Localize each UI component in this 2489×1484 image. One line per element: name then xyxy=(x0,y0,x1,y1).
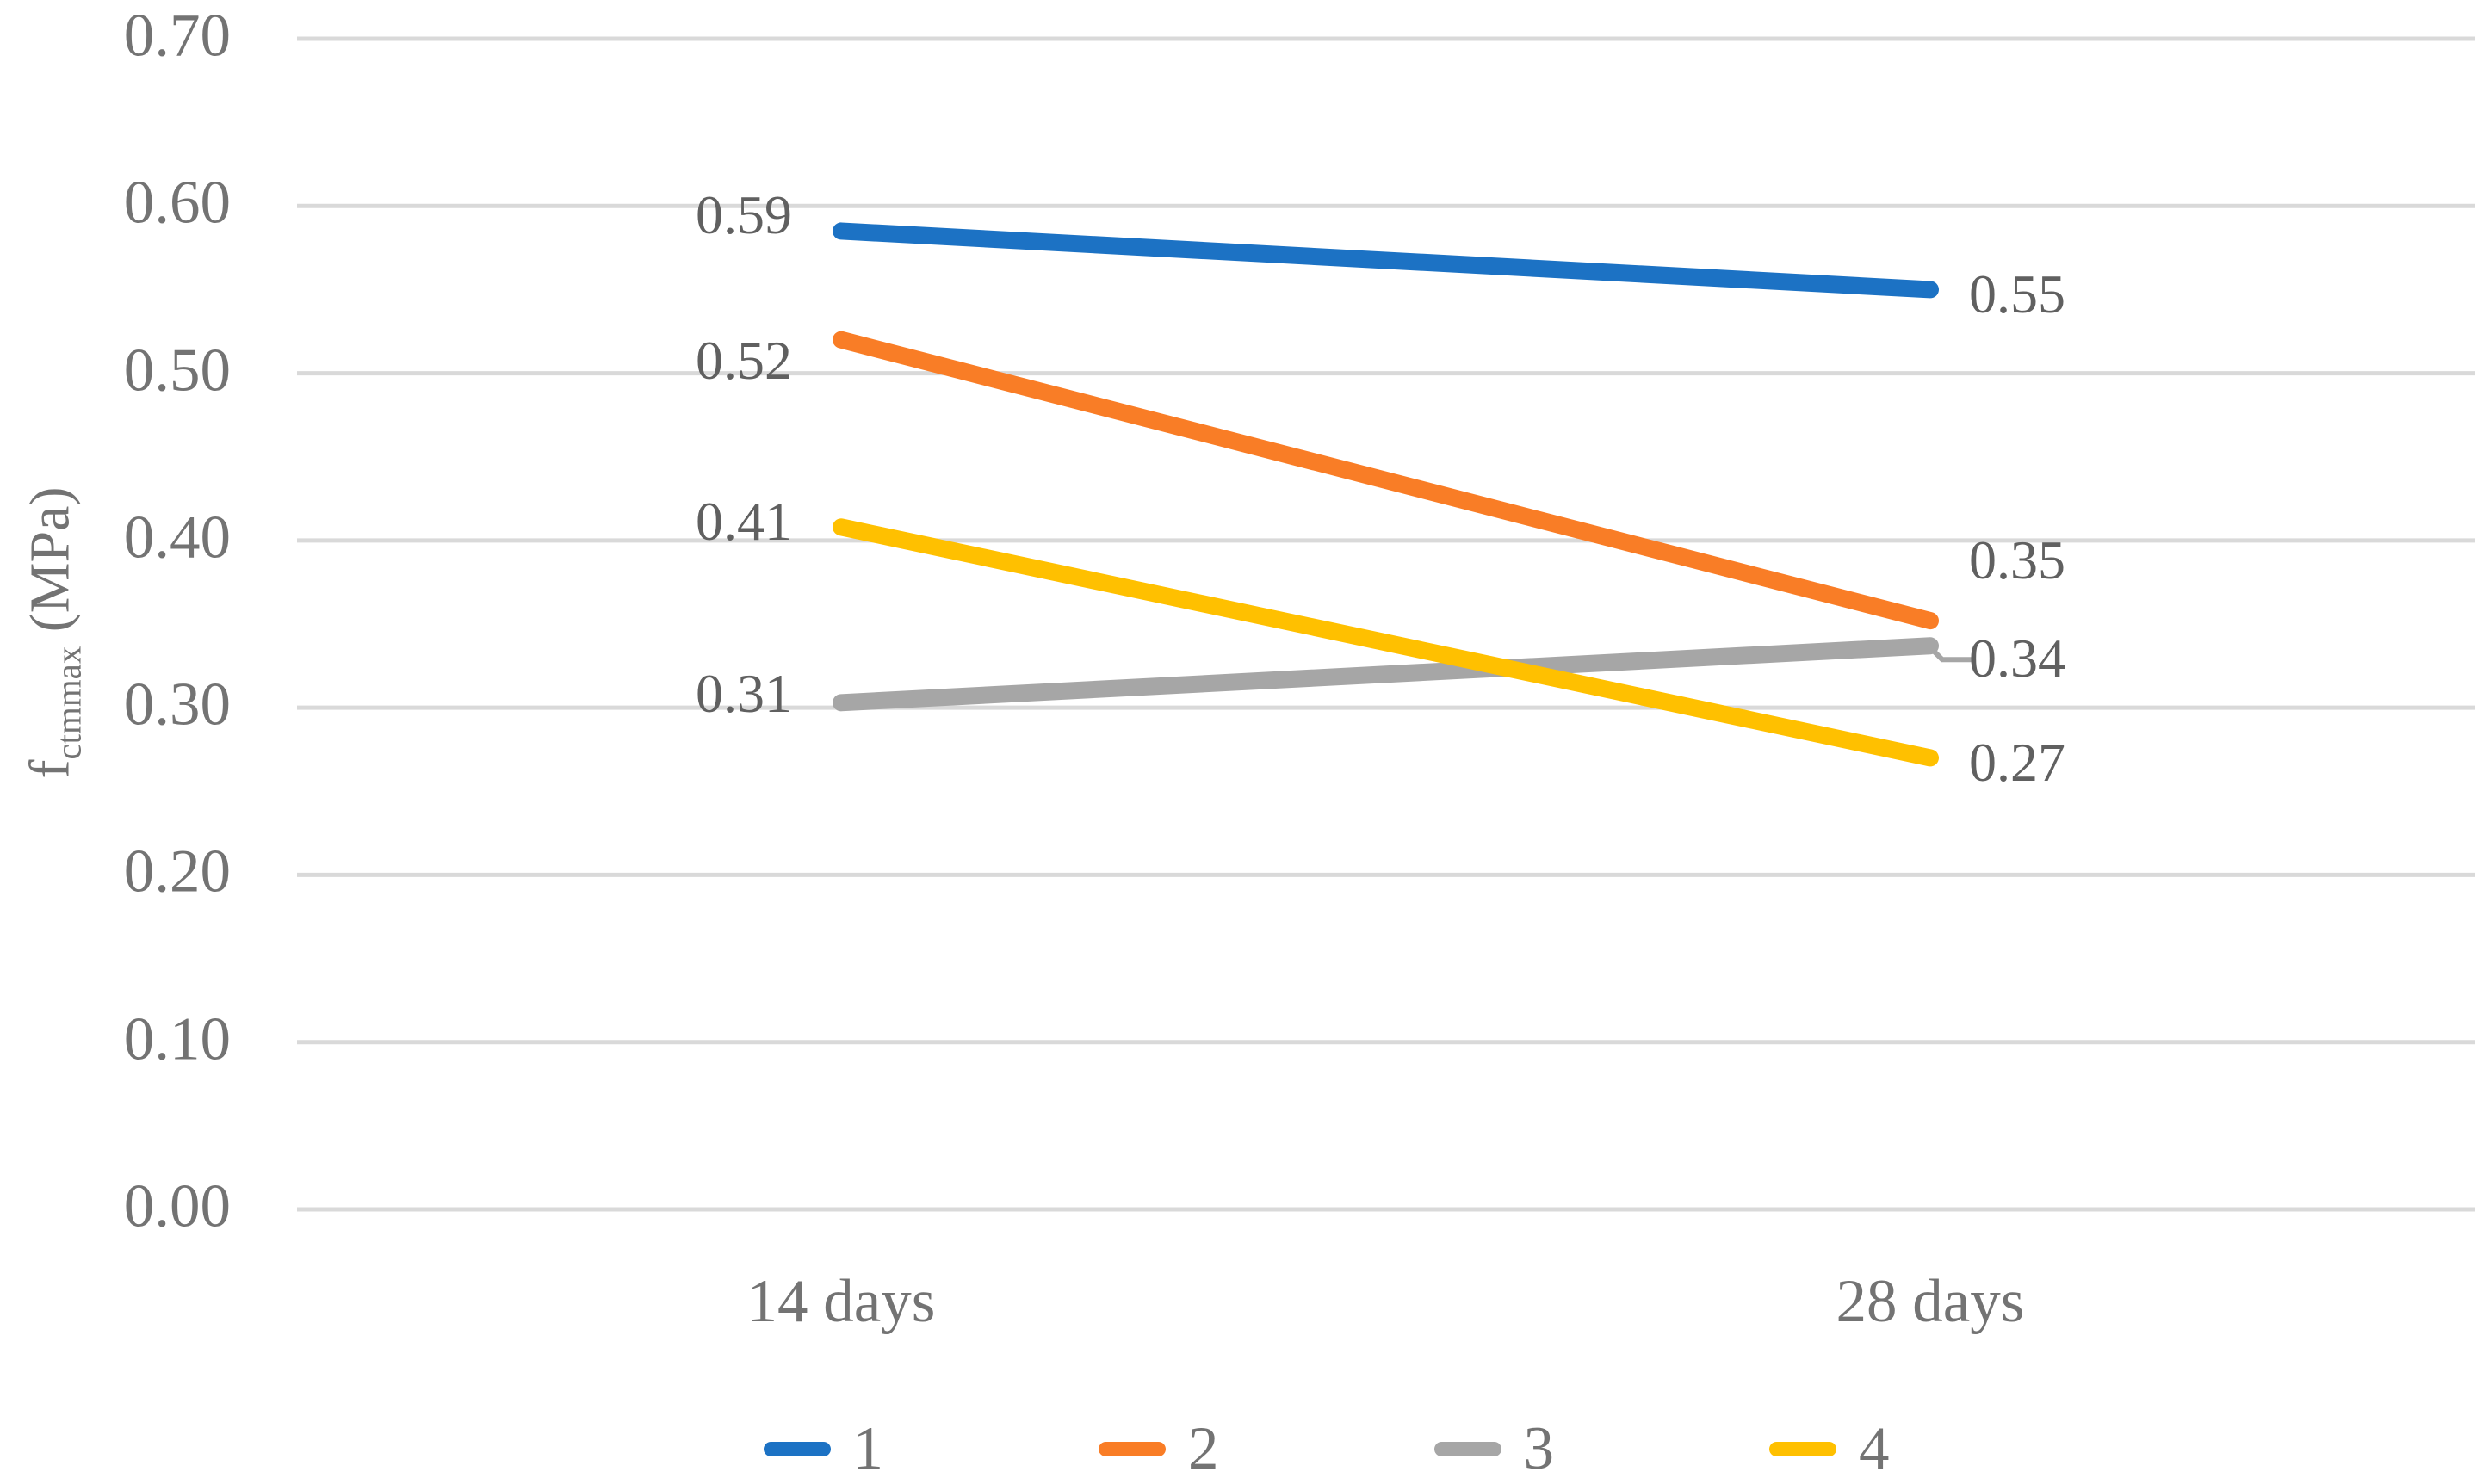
legend-label-series3: 3 xyxy=(1523,1415,1555,1482)
legend-swatch-series1 xyxy=(763,1442,831,1456)
y-axis-title-base: f xyxy=(18,759,82,779)
y-tick-label: 0.30 xyxy=(123,671,231,739)
legend-swatch-series4 xyxy=(1769,1442,1836,1456)
legend-item-series4: 4 xyxy=(1769,1419,1890,1480)
data-label-series3-start: 0.31 xyxy=(696,663,792,725)
series-lines xyxy=(833,222,1975,767)
chart-legend: 1 2 3 4 xyxy=(82,1419,2489,1480)
data-label-series1-start: 0.59 xyxy=(696,184,792,246)
data-label-leader-line xyxy=(1929,647,1975,663)
data-label-series2-start: 0.52 xyxy=(696,329,792,391)
series-line-3 xyxy=(833,637,1939,712)
series-line-1 xyxy=(833,222,1939,299)
y-axis-title-subscript: ctmmax xyxy=(49,646,89,760)
y-tick-label: 0.60 xyxy=(123,169,231,237)
data-label-series4-start: 0.41 xyxy=(696,491,792,553)
y-axis-title: fctmmax (MPa) xyxy=(17,487,89,779)
y-tick-label: 0.20 xyxy=(123,838,231,906)
legend-label-series1: 1 xyxy=(852,1415,884,1482)
legend-item-series2: 2 xyxy=(1099,1419,1219,1480)
data-label-series4-end: 0.27 xyxy=(1969,732,2065,794)
legend-swatch-series3 xyxy=(1433,1442,1501,1456)
y-tick-label: 0.10 xyxy=(123,1005,231,1073)
data-label-series3-end: 0.34 xyxy=(1969,628,2065,689)
legend-item-series1: 1 xyxy=(763,1415,884,1482)
y-tick-label: 0.00 xyxy=(123,1172,231,1240)
legend-label-series2: 2 xyxy=(1188,1415,1219,1482)
gridlines xyxy=(297,36,2475,1212)
y-tick-label: 0.40 xyxy=(123,504,231,572)
legend-label-series4: 4 xyxy=(1859,1415,1890,1482)
y-axis-title-unit: (MPa) xyxy=(18,486,82,646)
legend-swatch-series2 xyxy=(1099,1442,1166,1456)
x-category-label: 14 days xyxy=(746,1268,936,1335)
y-tick-label: 0.50 xyxy=(123,336,231,404)
x-category-label: 28 days xyxy=(1836,1268,2025,1335)
data-label-series1-end: 0.55 xyxy=(1969,263,2065,325)
legend-item-series3: 3 xyxy=(1433,1415,1555,1482)
series-line-2 xyxy=(833,331,1939,630)
series-line-4 xyxy=(833,518,1939,767)
data-label-series2-end: 0.35 xyxy=(1969,529,2065,591)
y-tick-label: 0.70 xyxy=(123,2,231,70)
